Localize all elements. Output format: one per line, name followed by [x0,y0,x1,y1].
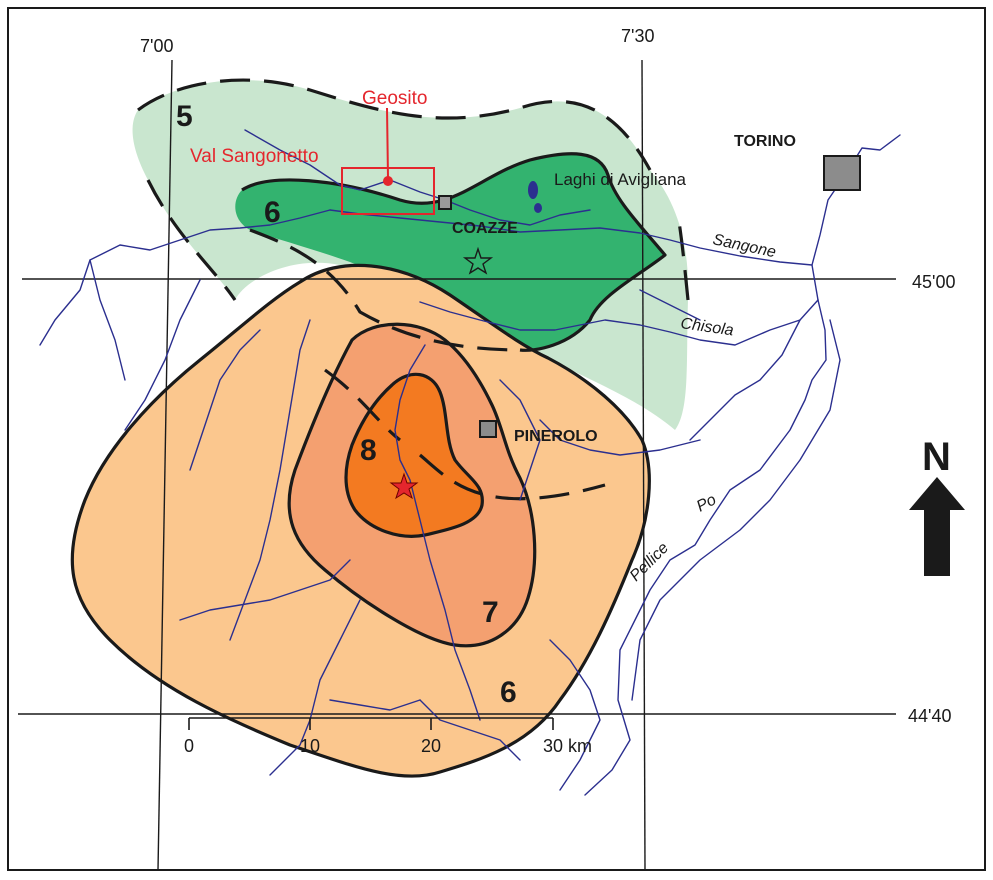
zone-5-boundary-left [146,179,237,301]
grid-label-7-30: 7'30 [621,26,654,46]
zone-label-7: 7 [482,596,499,629]
scale-tick-10: 10 [300,736,320,756]
scale-tick-20: 20 [421,736,441,756]
zone-5-boundary-dashed [137,78,652,171]
coazze-label: COAZZE [452,220,518,237]
pinerolo-label: PINEROLO [514,428,598,445]
scale-tick-30: 30 km [543,736,592,756]
val-sangonetto-label: Val Sangonetto [190,146,319,167]
zone-6-green-boundary-lower [249,228,521,352]
scale-tick-0: 0 [184,736,194,756]
geosito-point [383,176,393,186]
zone-label-8: 8 [360,434,377,467]
scale-bar [188,717,554,730]
north-arrow-icon [909,477,965,576]
laghi-label: Laghi di Avigliana [554,170,687,189]
zone-label-5: 5 [176,100,193,133]
zone-6-green-boundary [241,152,667,352]
zone-8-area [344,372,484,538]
grid-label-44-40: 44'40 [908,706,951,726]
gridline-7-00 [157,59,173,871]
epicenter-star-red-icon [389,472,419,500]
zone-5-boundary-right [676,214,690,301]
torino-marker [823,155,861,191]
epicenter-star-green-icon [462,246,494,275]
north-label: N [922,435,951,479]
lake-avigliana-2 [534,203,542,213]
geosito-leader [386,107,389,179]
geosito-label: Geosito [362,88,427,109]
zone-label-6-orange: 6 [500,676,517,709]
pinerolo-marker [479,420,497,438]
torino-label: TORINO [734,133,796,150]
gridline-7-30 [641,59,646,871]
grid-label-7-00: 7'00 [140,36,173,56]
zone-7-dashed-extension [324,368,606,501]
zone-label-6-green: 6 [264,196,281,229]
grid-label-45-00: 45'00 [912,272,955,292]
coazze-marker [438,195,452,210]
lake-avigliana-1 [528,181,538,199]
